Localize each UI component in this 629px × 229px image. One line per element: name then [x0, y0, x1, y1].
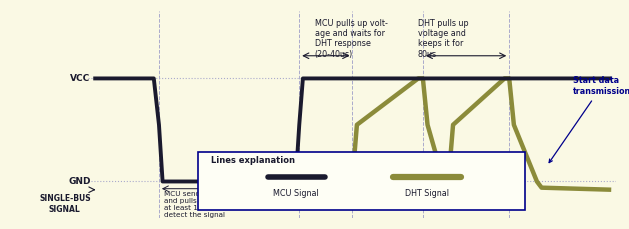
Text: DHT sends out response
signal & keeps it for 80us: DHT sends out response signal & keeps it…: [373, 191, 465, 204]
Text: DHT pulls up
voltage and
keeps it for
80us: DHT pulls up voltage and keeps it for 80…: [418, 19, 469, 59]
Text: MCU Signal: MCU Signal: [274, 189, 319, 198]
Text: Start data
transmission: Start data transmission: [549, 76, 629, 163]
Text: SINGLE-BUS
SIGNAL: SINGLE-BUS SIGNAL: [39, 194, 91, 214]
Text: VCC: VCC: [70, 74, 91, 83]
Text: DHT Signal: DHT Signal: [405, 189, 449, 198]
Text: MCU sends out start signal
and pulls down voltage for
at least 18ms to let DHT11: MCU sends out start signal and pulls dow…: [164, 191, 262, 218]
Text: MCU pulls up volt-
age and waits for
DHT response
(20-40us): MCU pulls up volt- age and waits for DHT…: [314, 19, 387, 59]
Text: Lines explanation: Lines explanation: [211, 156, 295, 165]
FancyBboxPatch shape: [198, 152, 525, 210]
Text: GND: GND: [68, 177, 91, 186]
